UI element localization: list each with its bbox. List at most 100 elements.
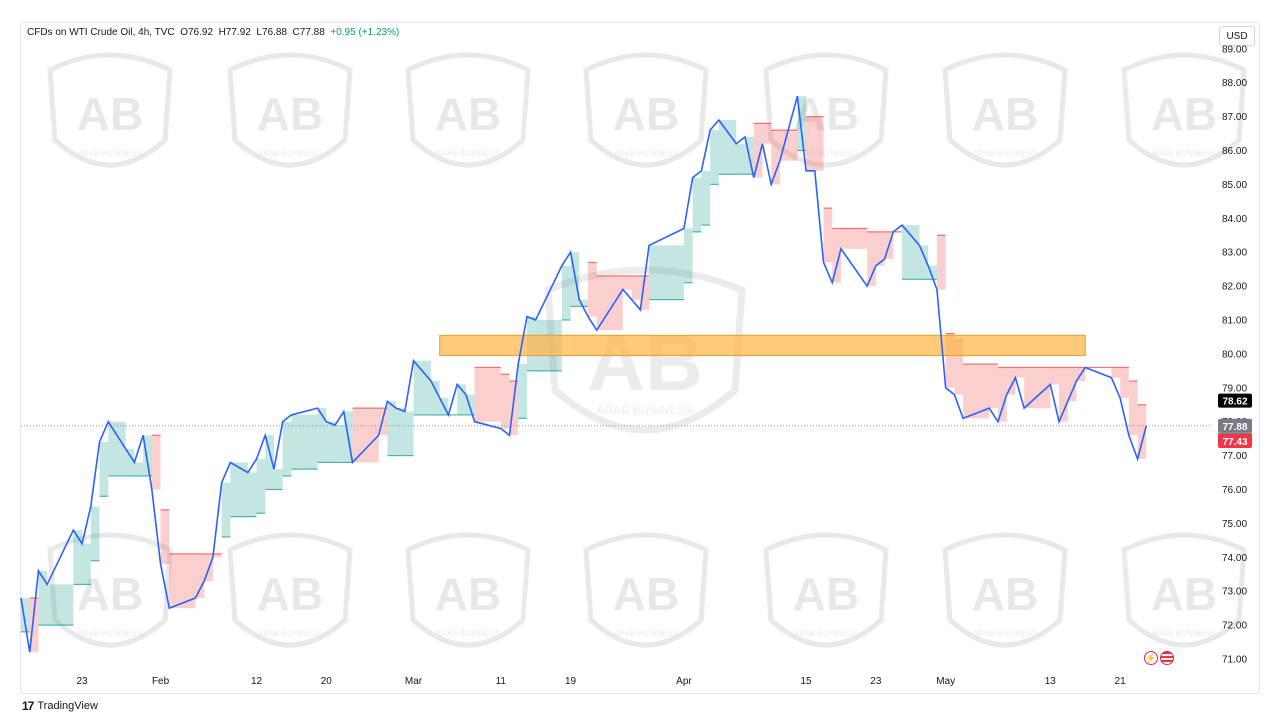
watermark-glyph: AB (435, 88, 501, 140)
watermark-caption: ARAB BUSINESS (258, 629, 322, 638)
low-marker-label: 77.43 (1222, 437, 1247, 448)
watermark-caption: ARAB BUSINESS (436, 149, 500, 158)
watermark-logo-icon: AB ARAB BUSINESS (405, 532, 531, 648)
watermark-caption: ARAB BUSINESS (794, 629, 858, 638)
watermark-caption: ARAB BUSINESS (258, 149, 322, 158)
chart-frame (20, 22, 1260, 694)
trail-fill-segment (579, 299, 588, 307)
watermark-logo-icon: AB ARAB BUSINESS (47, 52, 173, 168)
last-price-label: 77.88 (1222, 422, 1247, 433)
trail-fill-segment (649, 245, 684, 300)
close-value: C77.88 (292, 27, 325, 38)
trail-fill-segment (396, 408, 405, 456)
trail-fill-segment (936, 235, 946, 290)
y-tick-label: 73.00 (1222, 587, 1247, 598)
trail-fill-segment (1128, 381, 1138, 436)
trail-fill-segment (840, 228, 868, 249)
trail-fill-segment (474, 367, 501, 422)
watermark-logo-icon: AB ARAB BUSINESS (763, 532, 889, 648)
trail-fill-segment (1015, 367, 1025, 378)
high-value: H77.92 (218, 27, 251, 38)
watermark-shield-shape (405, 532, 531, 648)
trail-fill-segment (73, 530, 83, 585)
trail-fill-segment (108, 421, 126, 476)
trail-fill-segment (867, 231, 876, 287)
watermark-glyph: AB (613, 568, 679, 620)
trail-fill-segment (430, 381, 440, 415)
low-marker-label-box[interactable] (1218, 434, 1252, 449)
x-tick-label: May (936, 676, 955, 687)
footer-brand[interactable]: TradingView (37, 700, 98, 712)
trail-fill-segment (997, 367, 1007, 422)
watermark-shield-shape (227, 52, 353, 168)
currency-button[interactable]: USD (1219, 26, 1255, 46)
x-tick-label: 23 (76, 676, 88, 687)
trail-fill-segment (29, 597, 39, 653)
trail-fill-segment (771, 130, 780, 185)
indicator-badges: ⚡ (1144, 651, 1174, 665)
watermark-shield-shape (47, 532, 173, 648)
trail-fill-segment (195, 553, 205, 598)
watermark-glyph: AB (435, 568, 501, 620)
trail-fill-segment (797, 96, 807, 151)
watermark-layer: AB ARAB BUSINESS AB ARAB BUSINESS AB ARAB BUS… (47, 52, 1247, 648)
trail-fill-segment (736, 143, 746, 175)
watermark-shield-shape (47, 52, 173, 168)
y-tick-label: 75.00 (1222, 519, 1247, 530)
bolt-icon[interactable]: ⚡ (1144, 651, 1158, 665)
y-tick-label: 76.00 (1222, 485, 1247, 496)
trail-fill-segment (282, 421, 292, 476)
x-tick-label: 12 (251, 676, 263, 687)
trail-fill-segment (945, 333, 955, 388)
trail-fill-segment (134, 462, 144, 476)
trail-fill-segment (823, 208, 833, 263)
footer: 17 TradingView (22, 699, 98, 713)
trail-fill-segment (806, 116, 815, 171)
trail-fill-segment (38, 570, 48, 626)
x-tick-label: 11 (496, 676, 507, 687)
trail-fill-segment (99, 442, 109, 497)
watermark-logo-icon: AB ARAB BUSINESS (227, 532, 353, 648)
x-tick-label: 20 (321, 676, 333, 687)
trail-fill-segment (631, 275, 641, 300)
trail-fill-segment (710, 130, 719, 185)
trail-fill-segment (1050, 367, 1060, 385)
trail-fill-segment (596, 275, 623, 331)
watermark-glyph: AB (77, 568, 143, 620)
y-tick-label: 88.00 (1222, 78, 1247, 89)
symbol-title[interactable]: CFDs on WTI Crude Oil, 4h, TVC (27, 27, 175, 38)
trail-fill-segment (683, 228, 693, 283)
x-tick-label: 23 (870, 676, 882, 687)
watermark-logo-icon: AB ARAB BUSINESS (227, 52, 353, 168)
watermark-shield-shape (763, 52, 889, 168)
last-price-label-box[interactable] (1218, 418, 1252, 433)
watermark-shield-shape (942, 52, 1068, 168)
trail-fill-segment (622, 275, 632, 290)
trail-fill-segment (1111, 367, 1121, 378)
watermark-caption: ARAB BUSINESS (794, 149, 858, 158)
us-flag-icon[interactable] (1160, 651, 1174, 665)
trail-fill-segment (82, 543, 91, 585)
y-tick-label: 71.00 (1222, 655, 1247, 666)
high-marker-label-box[interactable] (1218, 393, 1252, 408)
trail-fill-segment (1006, 367, 1016, 395)
trail-fill-segment (832, 228, 841, 283)
watermark-logo-icon: AB ARAB BUSINESS (1121, 52, 1247, 168)
time-axis: 23 Feb 12 20 Mar 11 19 Apr 15 23 May 13 21 (76, 676, 1126, 687)
watermark-center-caption: ARAB BUSINESS (597, 403, 694, 417)
trail-fill-segment (561, 265, 571, 320)
watermark-logo-icon: AB ARAB BUSINESS (583, 532, 709, 648)
trail-fill-segment (954, 340, 964, 395)
watermark-glyph: AB (793, 568, 859, 620)
y-tick-label: 74.00 (1222, 553, 1247, 564)
watermark-shield-shape (1121, 532, 1247, 648)
watermark-glyph: AB (1151, 88, 1217, 140)
change-value: +0.95 (+1.23%) (330, 27, 400, 38)
x-tick-label: 13 (1045, 676, 1057, 687)
trail-fill-segment (928, 265, 937, 280)
support-resistance-zone[interactable] (439, 334, 1086, 357)
trail-fill-segment (387, 401, 397, 456)
tradingview-logo-icon[interactable]: 17 (22, 699, 34, 713)
